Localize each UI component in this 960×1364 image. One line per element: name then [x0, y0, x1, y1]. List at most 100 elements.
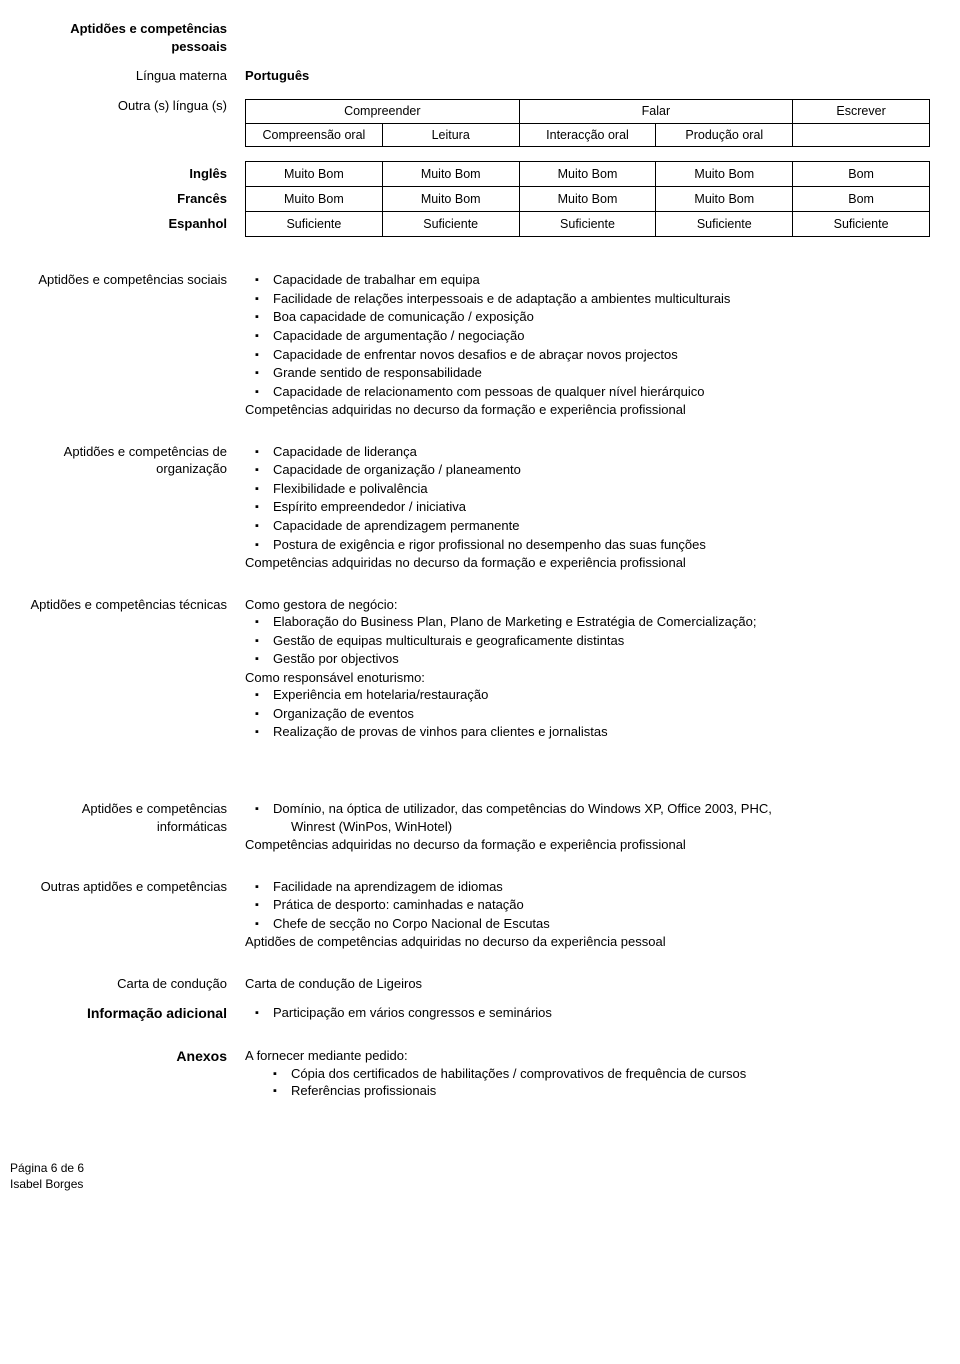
list-item: Gestão por objectivos	[273, 650, 930, 668]
it-bullet-l1: Domínio, na óptica de utilizador, das co…	[273, 801, 772, 816]
lang-row-2: Suficiente Suficiente Suficiente Suficie…	[246, 212, 930, 237]
lang-row-1: Muito Bom Muito Bom Muito Bom Muito Bom …	[246, 187, 930, 212]
list-item: Capacidade de organização / planeamento	[273, 461, 930, 479]
label-other: Outras aptidões e competências	[10, 878, 245, 951]
lang-cell: Suficiente	[656, 212, 793, 237]
lang-cell: Muito Bom	[382, 162, 519, 187]
organization-trailer: Competências adquiridas no decurso da fo…	[245, 554, 930, 572]
tech-group2: Experiência em hotelaria/restauração Org…	[245, 686, 930, 741]
label-it-l2: informáticas	[10, 818, 227, 836]
list-item: Capacidade de aprendizagem permanente	[273, 517, 930, 535]
lang-row-0: Muito Bom Muito Bom Muito Bom Muito Bom …	[246, 162, 930, 187]
list-item: Referências profissionais	[291, 1082, 930, 1100]
lang-cell: Suficiente	[382, 212, 519, 237]
lang-cell: Suficiente	[246, 212, 383, 237]
lang-cell: Suficiente	[519, 212, 656, 237]
section-attachments: Anexos A fornecer mediante pedido: Cópia…	[10, 1047, 930, 1100]
lang-head-compreender: Compreender	[246, 99, 520, 123]
list-item: Prática de desporto: caminhadas e nataçã…	[273, 896, 930, 914]
section-additional-info: Informação adicional Participação em vár…	[10, 1004, 930, 1023]
list-item: Espírito empreendedor / iniciativa	[273, 498, 930, 516]
label-it-l1: Aptidões e competências	[10, 800, 227, 818]
label-other-languages: Outra (s) língua (s)	[10, 97, 245, 156]
lang-cell: Bom	[793, 162, 930, 187]
it-bullets: Domínio, na óptica de utilizador, das co…	[245, 800, 930, 835]
footer-line-2: Isabel Borges	[10, 1176, 930, 1192]
list-item: Capacidade de trabalhar em equipa	[273, 271, 930, 289]
row-other-languages: Outra (s) língua (s) Compreender Falar E…	[10, 97, 930, 156]
lang-cell: Muito Bom	[656, 187, 793, 212]
lang-cell: Muito Bom	[656, 162, 793, 187]
list-item: Facilidade de relações interpessoais e d…	[273, 290, 930, 308]
list-item: Gestão de equipas multiculturais e geogr…	[273, 632, 930, 650]
list-item: Capacidade de enfrentar novos desafios e…	[273, 346, 930, 364]
label-attachments: Anexos	[10, 1047, 245, 1100]
other-bullets: Facilidade na aprendizagem de idiomas Pr…	[245, 878, 930, 933]
lang-cell: Muito Bom	[246, 162, 383, 187]
list-item: Cópia dos certificados de habilitações /…	[291, 1065, 930, 1083]
section-personal-skills: Aptidões e competências pessoais	[10, 20, 930, 55]
tech-intro1: Como gestora de negócio:	[245, 596, 930, 614]
list-item: Capacidade de argumentação / negociação	[273, 327, 930, 345]
it-bullet-l2: Winrest (WinPos, WinHotel)	[273, 819, 452, 834]
footer-line-1: Página 6 de 6	[10, 1160, 930, 1176]
tech-group1: Elaboração do Business Plan, Plano de Ma…	[245, 613, 930, 668]
social-bullets: Capacidade de trabalhar em equipa Facili…	[245, 271, 930, 400]
language-header-table: Compreender Falar Escrever Compreensão o…	[245, 99, 930, 148]
list-item: Boa capacidade de comunicação / exposiçã…	[273, 308, 930, 326]
lang-name-1: Francês	[10, 186, 227, 211]
list-item: Postura de exigência e rigor profissiona…	[273, 536, 930, 554]
label-technical: Aptidões e competências técnicas	[10, 596, 245, 742]
section-technical: Aptidões e competências técnicas Como ge…	[10, 596, 930, 742]
tech-intro2: Como responsável enoturismo:	[245, 669, 930, 687]
heading-personal-skills-l2: pessoais	[10, 38, 227, 56]
label-social: Aptidões e competências sociais	[10, 271, 245, 418]
lang-cell: Bom	[793, 187, 930, 212]
lang-sub-escrever-blank	[793, 123, 930, 147]
section-it: Aptidões e competências informáticas Dom…	[10, 800, 930, 854]
language-values-table: Muito Bom Muito Bom Muito Bom Muito Bom …	[245, 161, 930, 237]
section-other: Outras aptidões e competências Facilidad…	[10, 878, 930, 951]
anexos-intro: A fornecer mediante pedido:	[245, 1047, 930, 1065]
row-mother-tongue: Língua materna Português	[10, 67, 930, 85]
lang-sub-producao: Produção oral	[656, 123, 793, 147]
lang-name-2: Espanhol	[10, 211, 227, 236]
label-mother-tongue: Língua materna	[10, 67, 245, 85]
label-driving-license: Carta de condução	[10, 975, 245, 993]
lang-sub-leitura: Leitura	[382, 123, 519, 147]
list-item: Chefe de secção no Corpo Nacional de Esc…	[273, 915, 930, 933]
list-item: Domínio, na óptica de utilizador, das co…	[273, 800, 930, 835]
list-item: Grande sentido de responsabilidade	[273, 364, 930, 382]
page-footer: Página 6 de 6 Isabel Borges	[10, 1160, 930, 1192]
list-item: Capacidade de relacionamento com pessoas…	[273, 383, 930, 401]
lang-head-escrever: Escrever	[793, 99, 930, 123]
label-additional-info: Informação adicional	[10, 1004, 245, 1023]
language-rows-wrap: Inglês Francês Espanhol Muito Bom Muito …	[10, 161, 930, 237]
list-item: Organização de eventos	[273, 705, 930, 723]
social-trailer: Competências adquiridas no decurso da fo…	[245, 401, 930, 419]
it-trailer: Competências adquiridas no decurso da fo…	[245, 836, 930, 854]
lang-cell: Muito Bom	[519, 162, 656, 187]
lang-cell: Muito Bom	[382, 187, 519, 212]
label-organization-l1: Aptidões e competências de	[10, 443, 227, 461]
list-item: Participação em vários congressos e semi…	[273, 1004, 930, 1022]
section-social: Aptidões e competências sociais Capacida…	[10, 271, 930, 418]
list-item: Realização de provas de vinhos para clie…	[273, 723, 930, 741]
lang-sub-comp-oral: Compreensão oral	[246, 123, 383, 147]
list-item: Capacidade de liderança	[273, 443, 930, 461]
list-item: Facilidade na aprendizagem de idiomas	[273, 878, 930, 896]
value-mother-tongue: Português	[245, 67, 930, 85]
list-item: Elaboração do Business Plan, Plano de Ma…	[273, 613, 930, 631]
organization-bullets: Capacidade de liderança Capacidade de or…	[245, 443, 930, 553]
lang-cell: Muito Bom	[246, 187, 383, 212]
lang-name-0: Inglês	[10, 161, 227, 186]
additional-info-bullets: Participação em vários congressos e semi…	[245, 1004, 930, 1022]
lang-head-falar: Falar	[519, 99, 793, 123]
lang-cell: Muito Bom	[519, 187, 656, 212]
label-organization-l2: organização	[10, 460, 227, 478]
value-driving-license: Carta de condução de Ligeiros	[245, 975, 930, 993]
list-item: Experiência em hotelaria/restauração	[273, 686, 930, 704]
section-organization: Aptidões e competências de organização C…	[10, 443, 930, 572]
lang-sub-interaccao: Interacção oral	[519, 123, 656, 147]
list-item: Flexibilidade e polivalência	[273, 480, 930, 498]
